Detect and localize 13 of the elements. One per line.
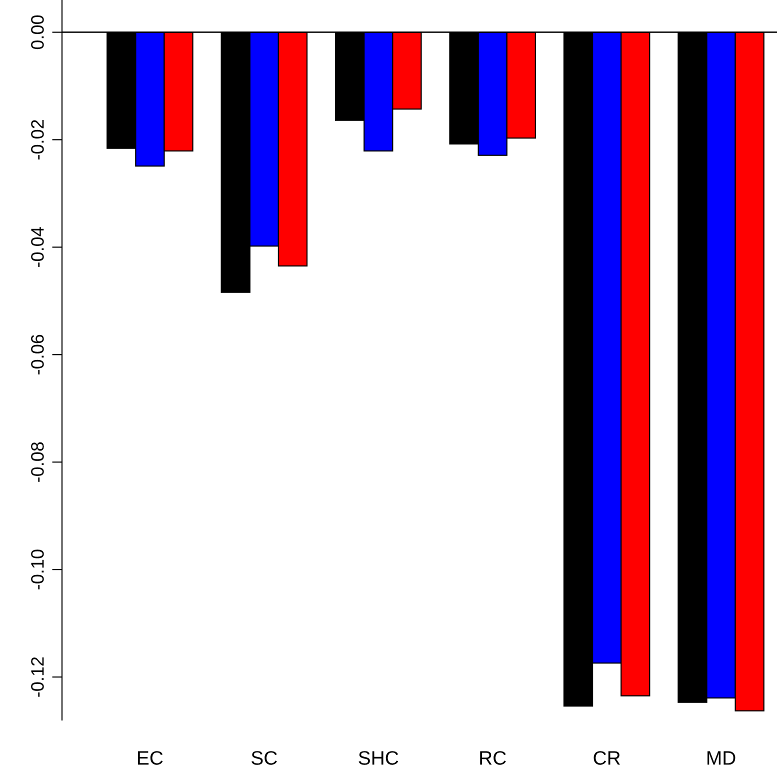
x-tick-label: RC <box>480 751 506 765</box>
x-tick-label: EC <box>138 751 163 765</box>
y-tick-label: -0.06 <box>31 334 44 374</box>
y-tick-label: -0.04 <box>31 227 44 267</box>
y-tick-label: -0.08 <box>31 442 44 482</box>
y-tick-label: -0.10 <box>31 550 44 590</box>
y-tick-label: -0.02 <box>31 120 44 160</box>
y-tick-label: -0.12 <box>31 657 44 697</box>
x-tick-label: SHC <box>358 751 398 765</box>
x-tick-label: MD <box>708 751 736 765</box>
x-tick-label: SC <box>252 751 277 765</box>
x-tick-label: CR <box>594 751 620 765</box>
y-tick-label: 0.00 <box>31 15 44 50</box>
